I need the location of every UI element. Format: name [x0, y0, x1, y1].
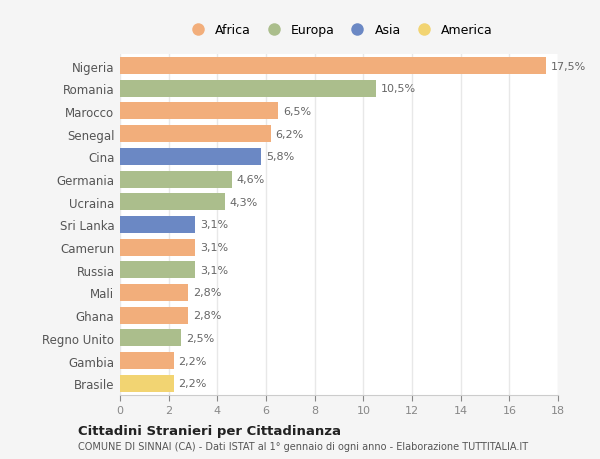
Bar — [120, 126, 271, 143]
Text: COMUNE DI SINNAI (CA) - Dati ISTAT al 1° gennaio di ogni anno - Elaborazione TUT: COMUNE DI SINNAI (CA) - Dati ISTAT al 1°… — [78, 441, 528, 451]
Text: 3,1%: 3,1% — [200, 265, 229, 275]
Text: 5,8%: 5,8% — [266, 152, 294, 162]
Bar — [120, 284, 188, 301]
Bar — [120, 307, 188, 324]
Text: 3,1%: 3,1% — [200, 242, 229, 252]
Bar — [120, 330, 181, 347]
Text: 2,2%: 2,2% — [178, 378, 207, 388]
Text: Cittadini Stranieri per Cittadinanza: Cittadini Stranieri per Cittadinanza — [78, 424, 341, 437]
Bar — [120, 80, 376, 97]
Text: 6,2%: 6,2% — [276, 129, 304, 140]
Text: 2,2%: 2,2% — [178, 356, 207, 366]
Text: 4,3%: 4,3% — [229, 197, 258, 207]
Bar — [120, 216, 196, 233]
Bar — [120, 171, 232, 188]
Text: 10,5%: 10,5% — [380, 84, 415, 94]
Text: 2,8%: 2,8% — [193, 288, 221, 298]
Bar — [120, 58, 546, 75]
Text: 2,8%: 2,8% — [193, 310, 221, 320]
Bar — [120, 262, 196, 279]
Text: 2,5%: 2,5% — [186, 333, 214, 343]
Text: 6,5%: 6,5% — [283, 106, 311, 117]
Bar — [120, 149, 261, 165]
Bar — [120, 194, 224, 211]
Text: 4,6%: 4,6% — [237, 174, 265, 185]
Bar — [120, 239, 196, 256]
Bar — [120, 103, 278, 120]
Legend: Africa, Europa, Asia, America: Africa, Europa, Asia, America — [181, 21, 497, 41]
Bar — [120, 375, 173, 392]
Text: 17,5%: 17,5% — [551, 62, 586, 72]
Text: 3,1%: 3,1% — [200, 220, 229, 230]
Bar — [120, 353, 173, 369]
